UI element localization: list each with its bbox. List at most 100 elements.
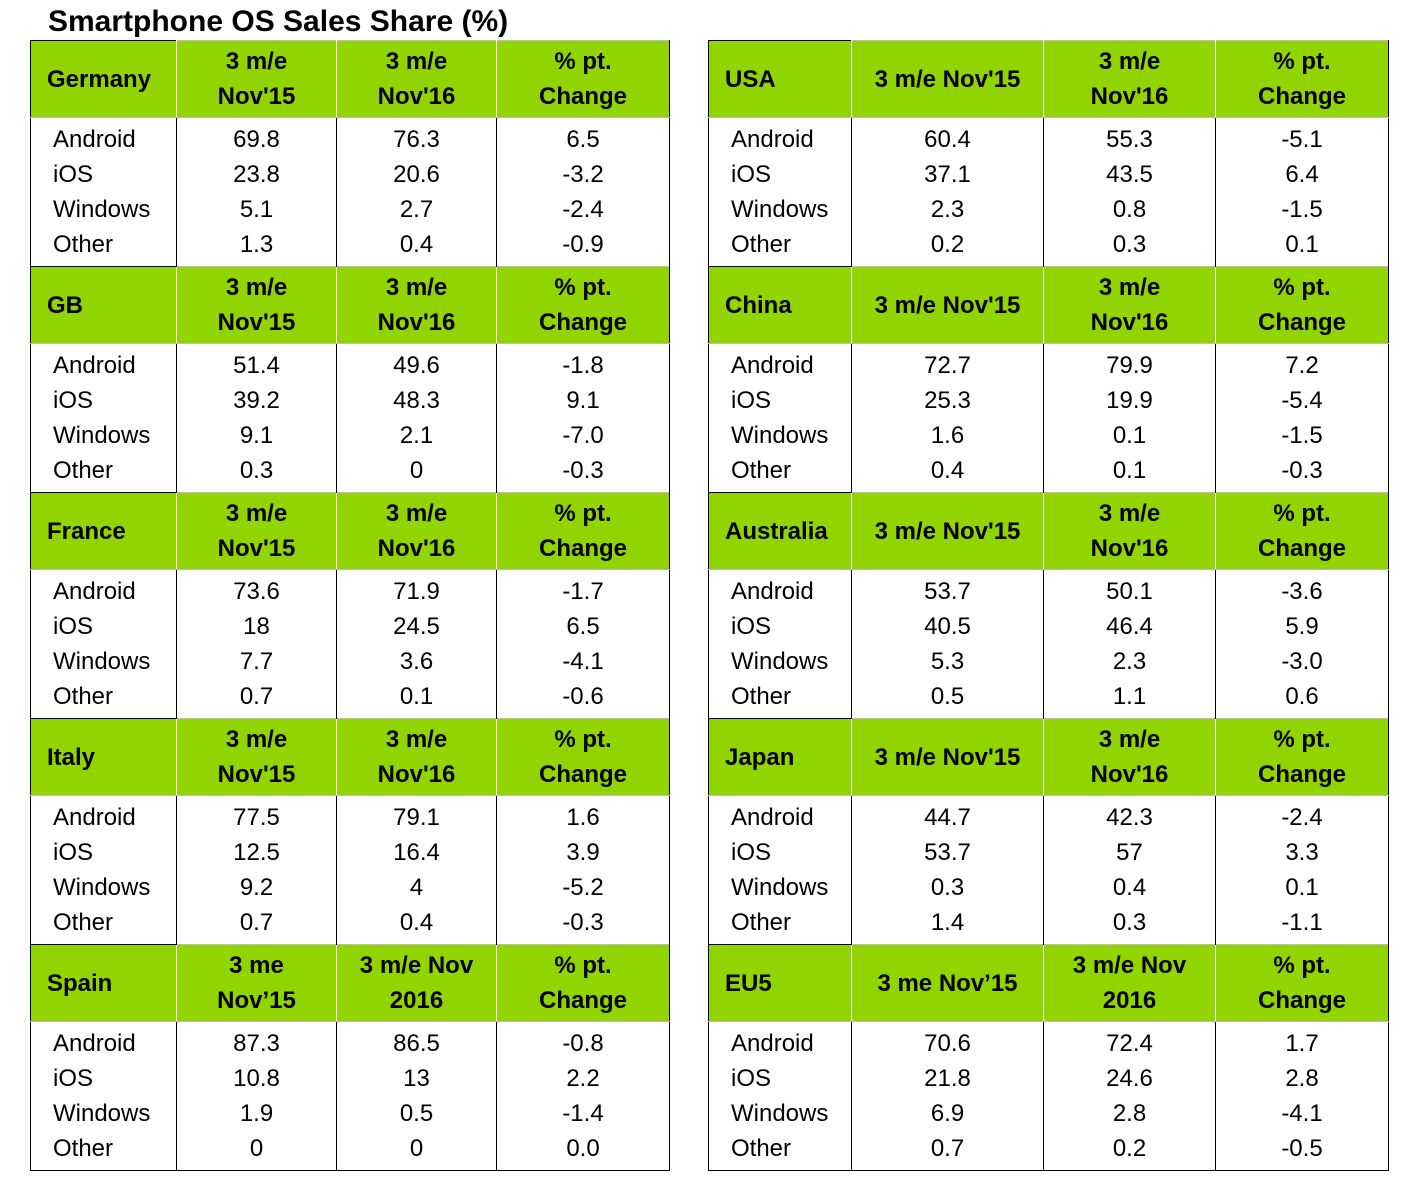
share-value: -0.3 bbox=[496, 905, 670, 940]
column-header-line: % pt. bbox=[554, 274, 612, 301]
share-value: -0.6 bbox=[496, 679, 670, 714]
os-name: iOS bbox=[708, 157, 852, 192]
os-name: iOS bbox=[30, 157, 177, 192]
spacer-row bbox=[30, 1021, 670, 1026]
share-value: 0.6 bbox=[1215, 679, 1389, 714]
spacer-row bbox=[708, 714, 1389, 719]
share-value: 18 bbox=[176, 609, 337, 644]
share-value: 2.3 bbox=[1043, 644, 1216, 679]
column-header: % pt. Change bbox=[496, 40, 670, 118]
column-header: 3 m/e Nov'16 bbox=[336, 492, 497, 570]
column-header: 3 m/e Nov'16 bbox=[336, 266, 497, 344]
share-value: 21.8 bbox=[851, 1061, 1044, 1096]
column-header-line: 3 m/e bbox=[1098, 726, 1161, 753]
share-value: 0.5 bbox=[336, 1096, 497, 1131]
column-header-line: 3 m/e Nov'15 bbox=[874, 291, 1021, 319]
share-value: -5.1 bbox=[1215, 122, 1389, 157]
column-header-line: Nov'16 bbox=[1090, 761, 1169, 788]
share-value: 0.8 bbox=[1043, 192, 1216, 227]
column-header: % pt. Change bbox=[496, 718, 670, 796]
column-header-line: Change bbox=[1257, 309, 1346, 336]
share-value: 20.6 bbox=[336, 157, 497, 192]
share-value: 2.3 bbox=[851, 192, 1044, 227]
column-header: 3 m/e Nov'15 bbox=[176, 718, 337, 796]
column-header: 3 m/e Nov'16 bbox=[1043, 266, 1216, 344]
column-header: % pt. Change bbox=[496, 944, 670, 1022]
share-value: 0.1 bbox=[1043, 418, 1216, 453]
column-header: 3 m/e Nov'15 bbox=[851, 40, 1044, 118]
column-header-line: 3 m/e bbox=[385, 726, 448, 753]
table-row: Windows 6.9 2.8 -4.1 bbox=[708, 1096, 1389, 1131]
share-value: 55.3 bbox=[1043, 122, 1216, 157]
column-header-line: Change bbox=[538, 987, 627, 1014]
os-name: Android bbox=[30, 574, 177, 609]
table-row: Android 70.6 72.4 1.7 bbox=[708, 1026, 1389, 1061]
spacer-row bbox=[708, 262, 1389, 267]
table-row: Other 0.7 0.1 -0.6 bbox=[30, 679, 670, 714]
share-value: 44.7 bbox=[851, 800, 1044, 835]
share-value: 53.7 bbox=[851, 835, 1044, 870]
spacer-cell bbox=[496, 714, 670, 719]
spacer-row bbox=[708, 1166, 1389, 1171]
column-header: 3 me Nov’15 bbox=[176, 944, 337, 1022]
column-header-line: 2016 bbox=[1102, 987, 1157, 1014]
column-header-line: 3 m/e Nov'15 bbox=[874, 743, 1021, 771]
column-header-line: 3 m/e Nov bbox=[1072, 952, 1187, 979]
column-header-line: Nov'16 bbox=[1090, 535, 1169, 562]
region-header-row: Japan 3 m/e Nov'15 3 m/e Nov'16 % pt. Change bbox=[708, 718, 1389, 796]
spacer-cell bbox=[1215, 262, 1389, 267]
os-name: Android bbox=[708, 1026, 852, 1061]
share-value: 77.5 bbox=[176, 800, 337, 835]
table-row: iOS 18 24.5 6.5 bbox=[30, 609, 670, 644]
column-header-line: Change bbox=[538, 761, 627, 788]
share-value: 1.3 bbox=[176, 227, 337, 262]
table-row: Other 0.7 0.4 -0.3 bbox=[30, 905, 670, 940]
share-value: 37.1 bbox=[851, 157, 1044, 192]
spacer-cell bbox=[1215, 940, 1389, 945]
region-name: Germany bbox=[30, 40, 177, 118]
share-value: 23.8 bbox=[176, 157, 337, 192]
column-header-line: 3 m/e bbox=[1098, 500, 1161, 527]
share-value: 0.7 bbox=[176, 679, 337, 714]
os-name: iOS bbox=[708, 1061, 852, 1096]
column-header-line: % pt. bbox=[554, 726, 612, 753]
share-value: 0.1 bbox=[336, 679, 497, 714]
table-row: Android 87.3 86.5 -0.8 bbox=[30, 1026, 670, 1061]
share-value: 24.5 bbox=[336, 609, 497, 644]
os-name: Windows bbox=[708, 192, 852, 227]
os-name: Windows bbox=[30, 192, 177, 227]
spacer-row bbox=[708, 343, 1389, 348]
share-value: -1.5 bbox=[1215, 418, 1389, 453]
share-value: -1.5 bbox=[1215, 192, 1389, 227]
share-value: 69.8 bbox=[176, 122, 337, 157]
column-header: 3 m/e Nov'16 bbox=[1043, 718, 1216, 796]
share-value: 1.1 bbox=[1043, 679, 1216, 714]
table-row: Windows 5.3 2.3 -3.0 bbox=[708, 644, 1389, 679]
share-value: 71.9 bbox=[336, 574, 497, 609]
table-row: Android 60.4 55.3 -5.1 bbox=[708, 122, 1389, 157]
share-value: 0.5 bbox=[851, 679, 1044, 714]
spacer-cell bbox=[176, 1166, 337, 1171]
column-header-line: Change bbox=[1257, 83, 1346, 110]
os-name: Other bbox=[30, 905, 177, 940]
column-header-line: Change bbox=[1257, 761, 1346, 788]
spacer-cell bbox=[496, 1166, 670, 1171]
os-name: Android bbox=[708, 800, 852, 835]
table-row: Other 0.4 0.1 -0.3 bbox=[708, 453, 1389, 488]
table-row: Android 53.7 50.1 -3.6 bbox=[708, 574, 1389, 609]
column-header-line: % pt. bbox=[1273, 274, 1331, 301]
share-value: 13 bbox=[336, 1061, 497, 1096]
os-name: Windows bbox=[30, 1096, 177, 1131]
table-row: iOS 21.8 24.6 2.8 bbox=[708, 1061, 1389, 1096]
column-header-line: % pt. bbox=[1273, 48, 1331, 75]
share-value: 2.8 bbox=[1043, 1096, 1216, 1131]
os-name: iOS bbox=[30, 1061, 177, 1096]
share-value: -3.0 bbox=[1215, 644, 1389, 679]
table-row: Windows 0.3 0.4 0.1 bbox=[708, 870, 1389, 905]
spacer-cell bbox=[1043, 1166, 1216, 1171]
spacer-row bbox=[30, 795, 670, 800]
table-row: Windows 1.9 0.5 -1.4 bbox=[30, 1096, 670, 1131]
share-value: 57 bbox=[1043, 835, 1216, 870]
region-header-row: China 3 m/e Nov'15 3 m/e Nov'16 % pt. Change bbox=[708, 266, 1389, 344]
column-header: 3 m/e Nov'16 bbox=[336, 40, 497, 118]
